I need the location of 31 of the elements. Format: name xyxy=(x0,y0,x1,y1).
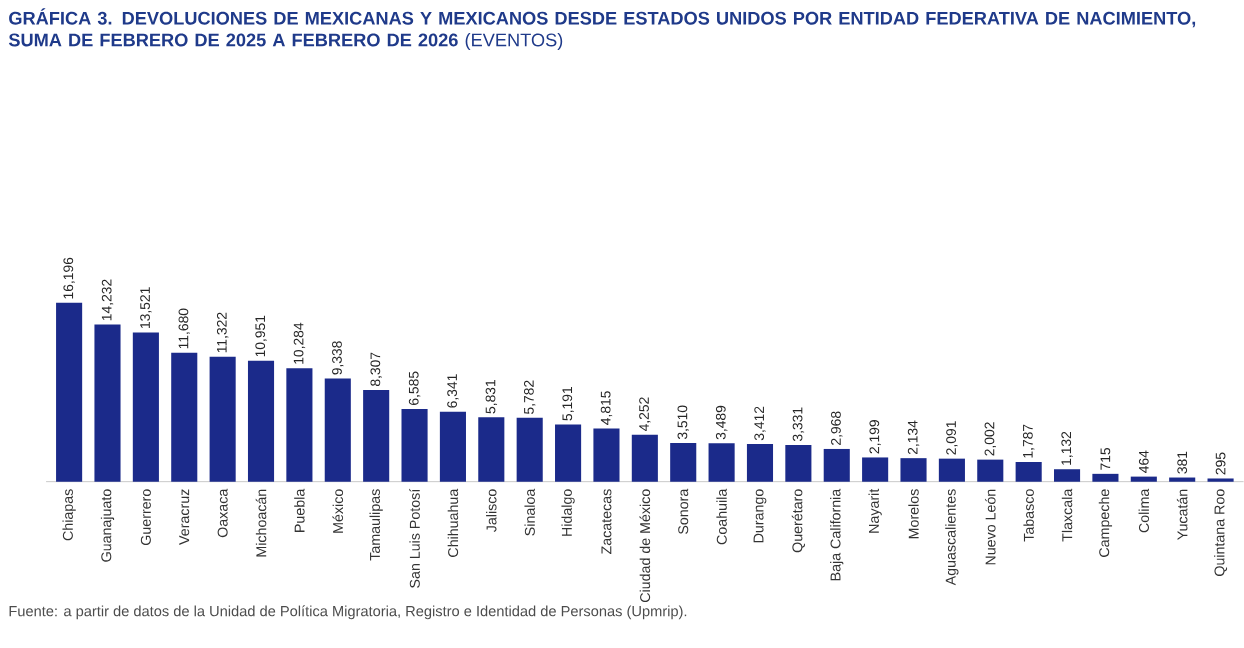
bar xyxy=(286,368,313,483)
bar xyxy=(670,443,697,483)
bar xyxy=(1015,462,1042,483)
bar xyxy=(56,303,83,483)
bar xyxy=(900,458,927,483)
bar xyxy=(746,444,774,483)
bar xyxy=(132,332,159,483)
bar xyxy=(171,353,198,483)
bar xyxy=(977,459,1004,483)
bar xyxy=(631,435,658,483)
bar xyxy=(555,424,582,483)
bar xyxy=(247,361,275,483)
bar xyxy=(94,324,121,483)
bar xyxy=(516,418,543,483)
bar xyxy=(439,411,466,483)
bar xyxy=(1092,474,1119,483)
bar xyxy=(324,378,351,483)
bar xyxy=(363,390,390,483)
bar xyxy=(401,409,428,483)
bar xyxy=(478,417,505,483)
bar xyxy=(708,443,735,483)
bar xyxy=(593,428,620,483)
bar xyxy=(785,445,812,483)
bar xyxy=(862,457,889,483)
bar xyxy=(209,356,236,483)
bar xyxy=(1053,469,1081,483)
bar xyxy=(1169,477,1196,483)
bar xyxy=(823,449,850,483)
chart-title: GRÁFICA 3. DEVOLUCIONES DE MEXICANAS Y MEXICANOS DESDE ESTADOS UNIDOS POR ENTIDAD FEDERATIVA DE NACIMIENTO, SUMA DE FEBRERO DE 2025 A FEBRERO DE 2026 (EVENTOS) xyxy=(8,8,1196,51)
bar xyxy=(1130,476,1157,483)
bar xyxy=(938,458,965,483)
